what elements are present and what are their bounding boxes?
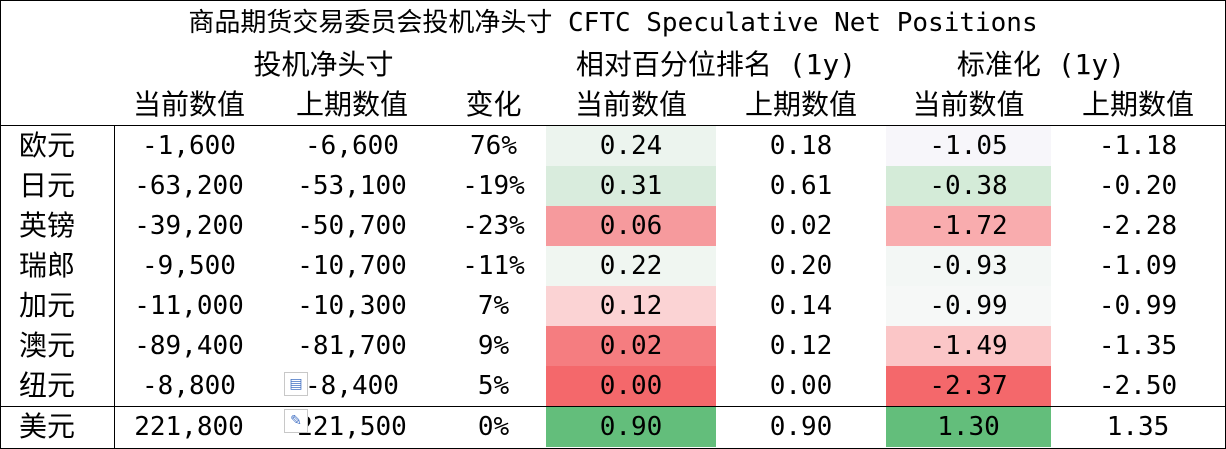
cell-std-previous[interactable]: -2.50 [1098, 371, 1178, 401]
col-header-rank-current: 当前数值 [574, 88, 687, 121]
name-column-divider [114, 125, 115, 448]
header-divider [1, 125, 1225, 126]
cell-rank-current[interactable]: 0.90 [546, 407, 716, 447]
col-header-std-previous: 上期数值 [1081, 88, 1194, 121]
cell-previous[interactable]: -6,600 [305, 131, 399, 161]
cell-std-previous[interactable]: -1.09 [1098, 251, 1178, 281]
cell-std-previous[interactable]: -0.20 [1098, 171, 1178, 201]
col-header-rank-previous: 上期数值 [744, 88, 857, 121]
cell-current[interactable]: -1,600 [142, 131, 236, 161]
cell-std-current[interactable]: -0.93 [886, 246, 1051, 286]
cell-std-previous[interactable]: -0.99 [1098, 291, 1178, 321]
cell-change[interactable]: 7% [477, 291, 510, 321]
cell-change[interactable]: 76% [470, 131, 517, 161]
cell-previous[interactable]: 221,500 [297, 412, 407, 442]
cell-previous[interactable]: -8,400 [305, 371, 399, 401]
row-label[interactable]: 瑞郎 [19, 249, 76, 282]
cell-std-current[interactable]: -0.38 [886, 166, 1051, 206]
cell-current[interactable]: -39,200 [134, 211, 244, 241]
table-row: 美元 221,800 221,500 0% 0.90 0.90 1.30 1.35 [1, 407, 1225, 447]
row-label[interactable]: 澳元 [19, 329, 76, 362]
cell-rank-previous[interactable]: 0.90 [769, 412, 833, 442]
cell-rank-previous[interactable]: 0.61 [769, 171, 833, 201]
cell-change[interactable]: -11% [462, 251, 525, 281]
cell-rank-current[interactable]: 0.22 [546, 246, 716, 286]
cell-rank-previous[interactable]: 0.00 [769, 371, 833, 401]
cell-rank-current[interactable]: 0.06 [546, 206, 716, 246]
col-header-std-current: 当前数值 [912, 88, 1025, 121]
group-header-net: 投机净头寸 [253, 48, 394, 81]
cell-previous[interactable]: -50,700 [297, 211, 407, 241]
cell-current[interactable]: -11,000 [134, 291, 244, 321]
cell-change[interactable]: -19% [462, 171, 525, 201]
cell-previous[interactable]: -81,700 [297, 331, 407, 361]
table-row: 英镑 -39,200 -50,700 -23% 0.06 0.02 -1.72 -2.28 [1, 206, 1225, 246]
cell-rank-previous[interactable]: 0.12 [769, 331, 833, 361]
col-header-current: 当前数值 [132, 88, 245, 121]
cell-change[interactable]: 5% [477, 371, 510, 401]
cell-std-previous[interactable]: 1.35 [1106, 412, 1170, 442]
cell-change[interactable]: 0% [477, 412, 510, 442]
cell-std-current[interactable]: 1.30 [886, 407, 1051, 447]
cell-previous[interactable]: -53,100 [297, 171, 407, 201]
cell-current[interactable]: -8,800 [142, 371, 236, 401]
table-row: 澳元 -89,400 -81,700 9% 0.02 0.12 -1.49 -1.35 [1, 326, 1225, 366]
cell-change[interactable]: -23% [462, 211, 525, 241]
row-label[interactable]: 纽元 [19, 369, 76, 402]
table-title: 商品期货交易委员会投机净头寸 CFTC Speculative Net Posi… [188, 8, 1038, 38]
cell-std-previous[interactable]: -1.18 [1098, 131, 1178, 161]
cell-std-current[interactable]: -0.99 [886, 286, 1051, 326]
pencil-icon[interactable]: ✎ [284, 409, 308, 433]
group-header-rank: 相对百分位排名 (1y) [575, 48, 857, 81]
cell-previous[interactable]: -10,300 [297, 291, 407, 321]
col-header-change: 变化 [465, 88, 522, 121]
cell-std-current[interactable]: -1.72 [886, 206, 1051, 246]
row-label[interactable]: 美元 [19, 410, 76, 443]
group-header-std: 标准化 (1y) [956, 48, 1126, 81]
table-row: 日元 -63,200 -53,100 -19% 0.31 0.61 -0.38 -0.20 [1, 166, 1225, 206]
quick-analysis-icon[interactable]: ▤ [284, 372, 308, 396]
cell-current[interactable]: -63,200 [134, 171, 244, 201]
table-row: 纽元 -8,800 -8,400 5% 0.00 0.00 -2.37 -2.50 [1, 366, 1225, 406]
table-row: 瑞郎 -9,500 -10,700 -11% 0.22 0.20 -0.93 -1.09 [1, 246, 1225, 286]
row-label[interactable]: 欧元 [19, 129, 76, 162]
row-label[interactable]: 英镑 [19, 209, 76, 242]
cell-previous[interactable]: -10,700 [297, 251, 407, 281]
cell-rank-current[interactable]: 0.02 [546, 326, 716, 366]
cell-rank-current[interactable]: 0.31 [546, 166, 716, 206]
cell-std-current[interactable]: -1.49 [886, 326, 1051, 366]
cell-rank-current[interactable]: 0.00 [546, 366, 716, 406]
cell-std-previous[interactable]: -2.28 [1098, 211, 1178, 241]
cell-std-current[interactable]: -1.05 [886, 126, 1051, 166]
cell-rank-current[interactable]: 0.12 [546, 286, 716, 326]
cell-std-previous[interactable]: -1.35 [1098, 331, 1178, 361]
cell-current[interactable]: 221,800 [134, 412, 244, 442]
cell-change[interactable]: 9% [477, 331, 510, 361]
cell-rank-previous[interactable]: 0.02 [769, 211, 833, 241]
table-row: 欧元 -1,600 -6,600 76% 0.24 0.18 -1.05 -1.18 [1, 126, 1225, 166]
cell-current[interactable]: -89,400 [134, 331, 244, 361]
cell-rank-previous[interactable]: 0.14 [769, 291, 833, 321]
cell-std-current[interactable]: -2.37 [886, 366, 1051, 406]
cell-rank-current[interactable]: 0.24 [546, 126, 716, 166]
cell-rank-previous[interactable]: 0.18 [769, 131, 833, 161]
col-header-previous: 上期数值 [295, 88, 408, 121]
row-label[interactable]: 日元 [19, 169, 76, 202]
cell-current[interactable]: -9,500 [142, 251, 236, 281]
cell-rank-previous[interactable]: 0.20 [769, 251, 833, 281]
usd-row-divider [1, 406, 1225, 407]
table-row: 加元 -11,000 -10,300 7% 0.12 0.14 -0.99 -0.99 [1, 286, 1225, 326]
row-label[interactable]: 加元 [19, 289, 76, 322]
